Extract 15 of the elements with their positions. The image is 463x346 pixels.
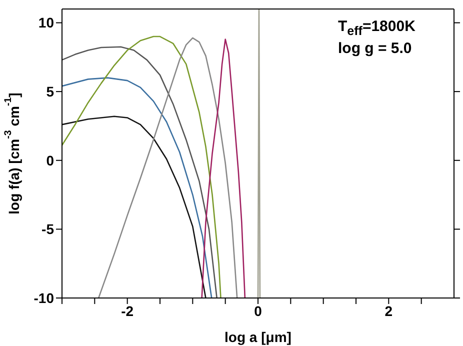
- line-series: [62, 116, 206, 298]
- y-tick-label: 10: [38, 14, 54, 31]
- annotation: T$_{eff}$=1800K: [338, 18, 416, 40]
- x-tick-label: 2: [384, 302, 393, 319]
- annotation: log g = 5.0: [338, 40, 413, 58]
- x-tick-label: -2: [121, 302, 134, 319]
- line-series: [201, 38, 246, 298]
- y-tick-label: 0: [46, 152, 54, 168]
- line-series: [62, 77, 212, 298]
- y-tick-label: -10: [34, 290, 54, 306]
- y-tick-label: -5: [42, 221, 54, 238]
- x-tick-label: 0: [254, 302, 262, 319]
- line-series: [98, 37, 238, 298]
- y-tick-label: 5: [46, 84, 54, 100]
- x-axis-title: log a [μm]: [224, 329, 292, 345]
